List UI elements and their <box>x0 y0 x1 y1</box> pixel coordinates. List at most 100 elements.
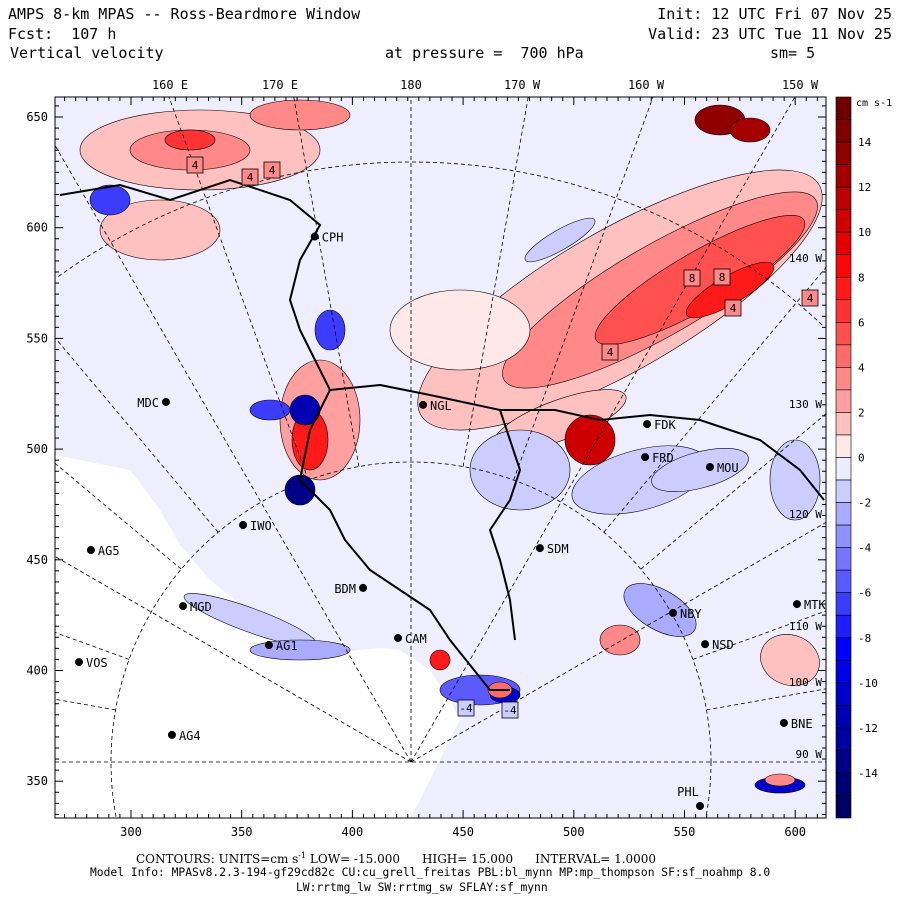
contour-blob <box>89 184 131 216</box>
contour-blob <box>769 439 821 521</box>
colorbar-bin <box>835 276 852 301</box>
colorbar-bin <box>835 682 852 706</box>
station-marker-fdk <box>643 420 652 429</box>
contour-label: -4 <box>503 704 517 717</box>
colorbar-label: -6 <box>858 587 871 600</box>
station-label: BNE <box>791 717 813 731</box>
station-marker-bne <box>779 718 788 727</box>
contour-label: 8 <box>719 271 726 284</box>
grounding-line <box>488 409 522 641</box>
longitude-label-right: 100 W <box>789 676 822 689</box>
longitude-label: 160 E <box>152 78 188 92</box>
colorbar-bin <box>835 457 852 481</box>
station-marker-mdc <box>161 397 170 406</box>
station-label: AG5 <box>98 544 120 558</box>
init-time: Init: 12 UTC Fri 07 Nov 25 <box>657 5 892 23</box>
longitude-label-right: 130 W <box>789 398 822 411</box>
station-label: NBY <box>680 607 702 621</box>
colorbar-bin <box>835 367 852 391</box>
colorbar-bin <box>835 322 852 346</box>
ice-shelf-edge <box>329 383 825 501</box>
contour-interval: INTERVAL= 1.0000 <box>535 852 657 866</box>
contour-label: 4 <box>607 346 614 359</box>
contour-label-box <box>457 699 475 717</box>
meridian-line <box>513 97 654 481</box>
smoothing: sm= 5 <box>770 44 816 62</box>
colorbar-bin <box>835 231 852 256</box>
station-marker-nsd <box>701 640 710 649</box>
contour-label-box <box>724 299 742 317</box>
colorbar-label: -2 <box>858 497 871 510</box>
station-label: NSD <box>712 638 734 652</box>
station-marker-cph <box>310 232 319 241</box>
colorbar-bin <box>835 502 852 526</box>
colorbar-bin <box>835 344 852 368</box>
contour-label: 4 <box>730 302 737 315</box>
contour-label-box <box>601 343 619 361</box>
colorbar-bin <box>835 141 852 165</box>
meridian-line <box>55 556 412 763</box>
contour-label: 4 <box>807 292 814 305</box>
colorbar-label: -12 <box>858 722 878 735</box>
longitude-label: 160 W <box>628 78 665 92</box>
contour-label: 4 <box>192 159 199 172</box>
station-marker-nby <box>668 608 677 617</box>
station-label: MGD <box>190 600 212 614</box>
field-name: Vertical velocity <box>10 44 164 62</box>
colorbar-bin <box>835 209 852 233</box>
colorbar-bin <box>835 705 852 729</box>
latitude-circle <box>110 461 712 817</box>
station-label: MOU <box>717 461 739 475</box>
y-tick-label: 350 <box>26 774 48 788</box>
station-label: PHL <box>677 785 699 799</box>
contour-info: CONTOURS: UNITS=cm s-1 LOW= -15.000 HIGH=… <box>136 849 656 866</box>
longitude-label: 170 W <box>504 78 541 92</box>
no-data-region <box>55 455 460 818</box>
contour-label: 4 <box>269 164 276 177</box>
contour-blob <box>599 624 641 656</box>
x-tick-label: 500 <box>563 825 585 839</box>
longitude-label-right: 110 W <box>789 620 822 633</box>
colorbar-label: -10 <box>858 677 878 690</box>
contour-label-box <box>186 156 204 174</box>
station-label: CAM <box>405 632 427 646</box>
meridian-line <box>55 698 116 711</box>
contour-blob <box>389 289 531 371</box>
x-tick-label: 550 <box>674 825 696 839</box>
y-tick-label: 400 <box>26 664 48 678</box>
longitude-label: 170 E <box>262 78 298 92</box>
colorbar-bin <box>835 434 852 458</box>
station-marker-ag5 <box>86 546 95 555</box>
colorbar-label: 4 <box>858 361 865 374</box>
colorbar-bin <box>835 254 852 278</box>
colorbar-bin <box>835 412 852 436</box>
meridian-line <box>410 522 826 763</box>
station-label: AG1 <box>276 639 298 653</box>
station-marker-vos <box>74 658 83 667</box>
contour-units: CONTOURS: UNITS=cm s <box>136 852 299 866</box>
y-tick-label: 450 <box>26 553 48 567</box>
colorbar-bin <box>835 795 852 819</box>
latitude-circle <box>58 161 825 328</box>
colorbar-bin <box>835 96 852 120</box>
station-marker-bdm <box>359 583 368 592</box>
contour-blob <box>623 583 697 637</box>
colorbar-bin <box>835 592 852 616</box>
contour-label-box <box>241 168 259 186</box>
colorbar-bin <box>835 637 852 661</box>
station-marker-sdm <box>535 544 544 553</box>
x-tick-label: 600 <box>784 825 806 839</box>
longitude-label-right: 120 W <box>789 508 822 521</box>
station-marker-ngl <box>419 400 428 409</box>
colorbar-label: 6 <box>858 316 865 329</box>
meridian-line <box>55 632 130 660</box>
x-tick-label: 350 <box>231 825 253 839</box>
contour-blob <box>729 117 771 143</box>
x-tick-label: 450 <box>452 825 474 839</box>
station-label: CPH <box>322 231 344 245</box>
colorbar-label: 14 <box>858 136 872 149</box>
contour-blob <box>429 649 451 671</box>
colorbar-label: -8 <box>858 632 871 645</box>
station-marker-phl <box>695 801 704 810</box>
